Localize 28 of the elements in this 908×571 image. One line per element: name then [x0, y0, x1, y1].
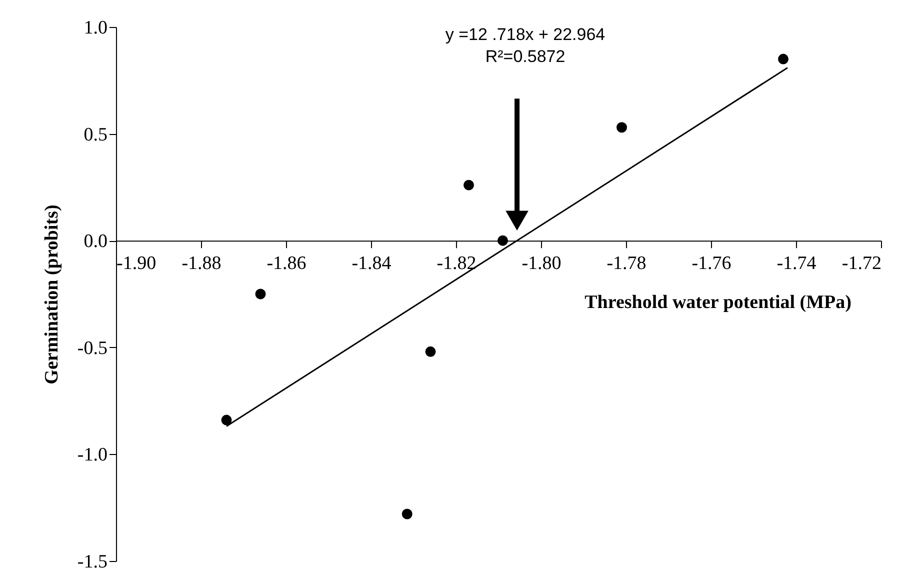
point [778, 54, 788, 64]
y-tick-label: 1.0 [84, 18, 108, 38]
annotation: y =12 .718x + 22.964 [445, 25, 606, 44]
x-tick-label: -1.86 [266, 253, 306, 274]
point [425, 346, 436, 357]
x-tick-label: -1.78 [606, 253, 646, 274]
point [464, 180, 474, 190]
annotation: R²=0.5872 [485, 47, 566, 66]
point [221, 414, 232, 426]
y-axis-title: Germination (probits) [41, 204, 62, 384]
y-tick-label: -1.0 [77, 444, 108, 466]
x-axis-title: Threshold water potential (MPa) [584, 292, 852, 314]
x-tick-label: -1.74 [776, 253, 817, 274]
y-tick-label: 0.0 [84, 231, 108, 252]
x-tick-label: -1.72 [842, 253, 882, 274]
x-tick-label: -1.82 [436, 253, 476, 274]
y-tick-label: -1.5 [77, 552, 108, 571]
point [616, 122, 627, 133]
y-tick-label: -0.5 [77, 338, 108, 359]
x-tick-label: -1.84 [352, 253, 392, 274]
x-tick-label: -1.88 [182, 253, 222, 274]
x-tick-label: -1.90 [116, 253, 156, 274]
x-tick-label: -1.76 [692, 253, 732, 274]
point [498, 235, 508, 246]
x-tick-label: -1.80 [522, 253, 562, 274]
point [402, 508, 412, 520]
y-tick-label: 0.5 [84, 124, 108, 146]
point [255, 288, 266, 300]
